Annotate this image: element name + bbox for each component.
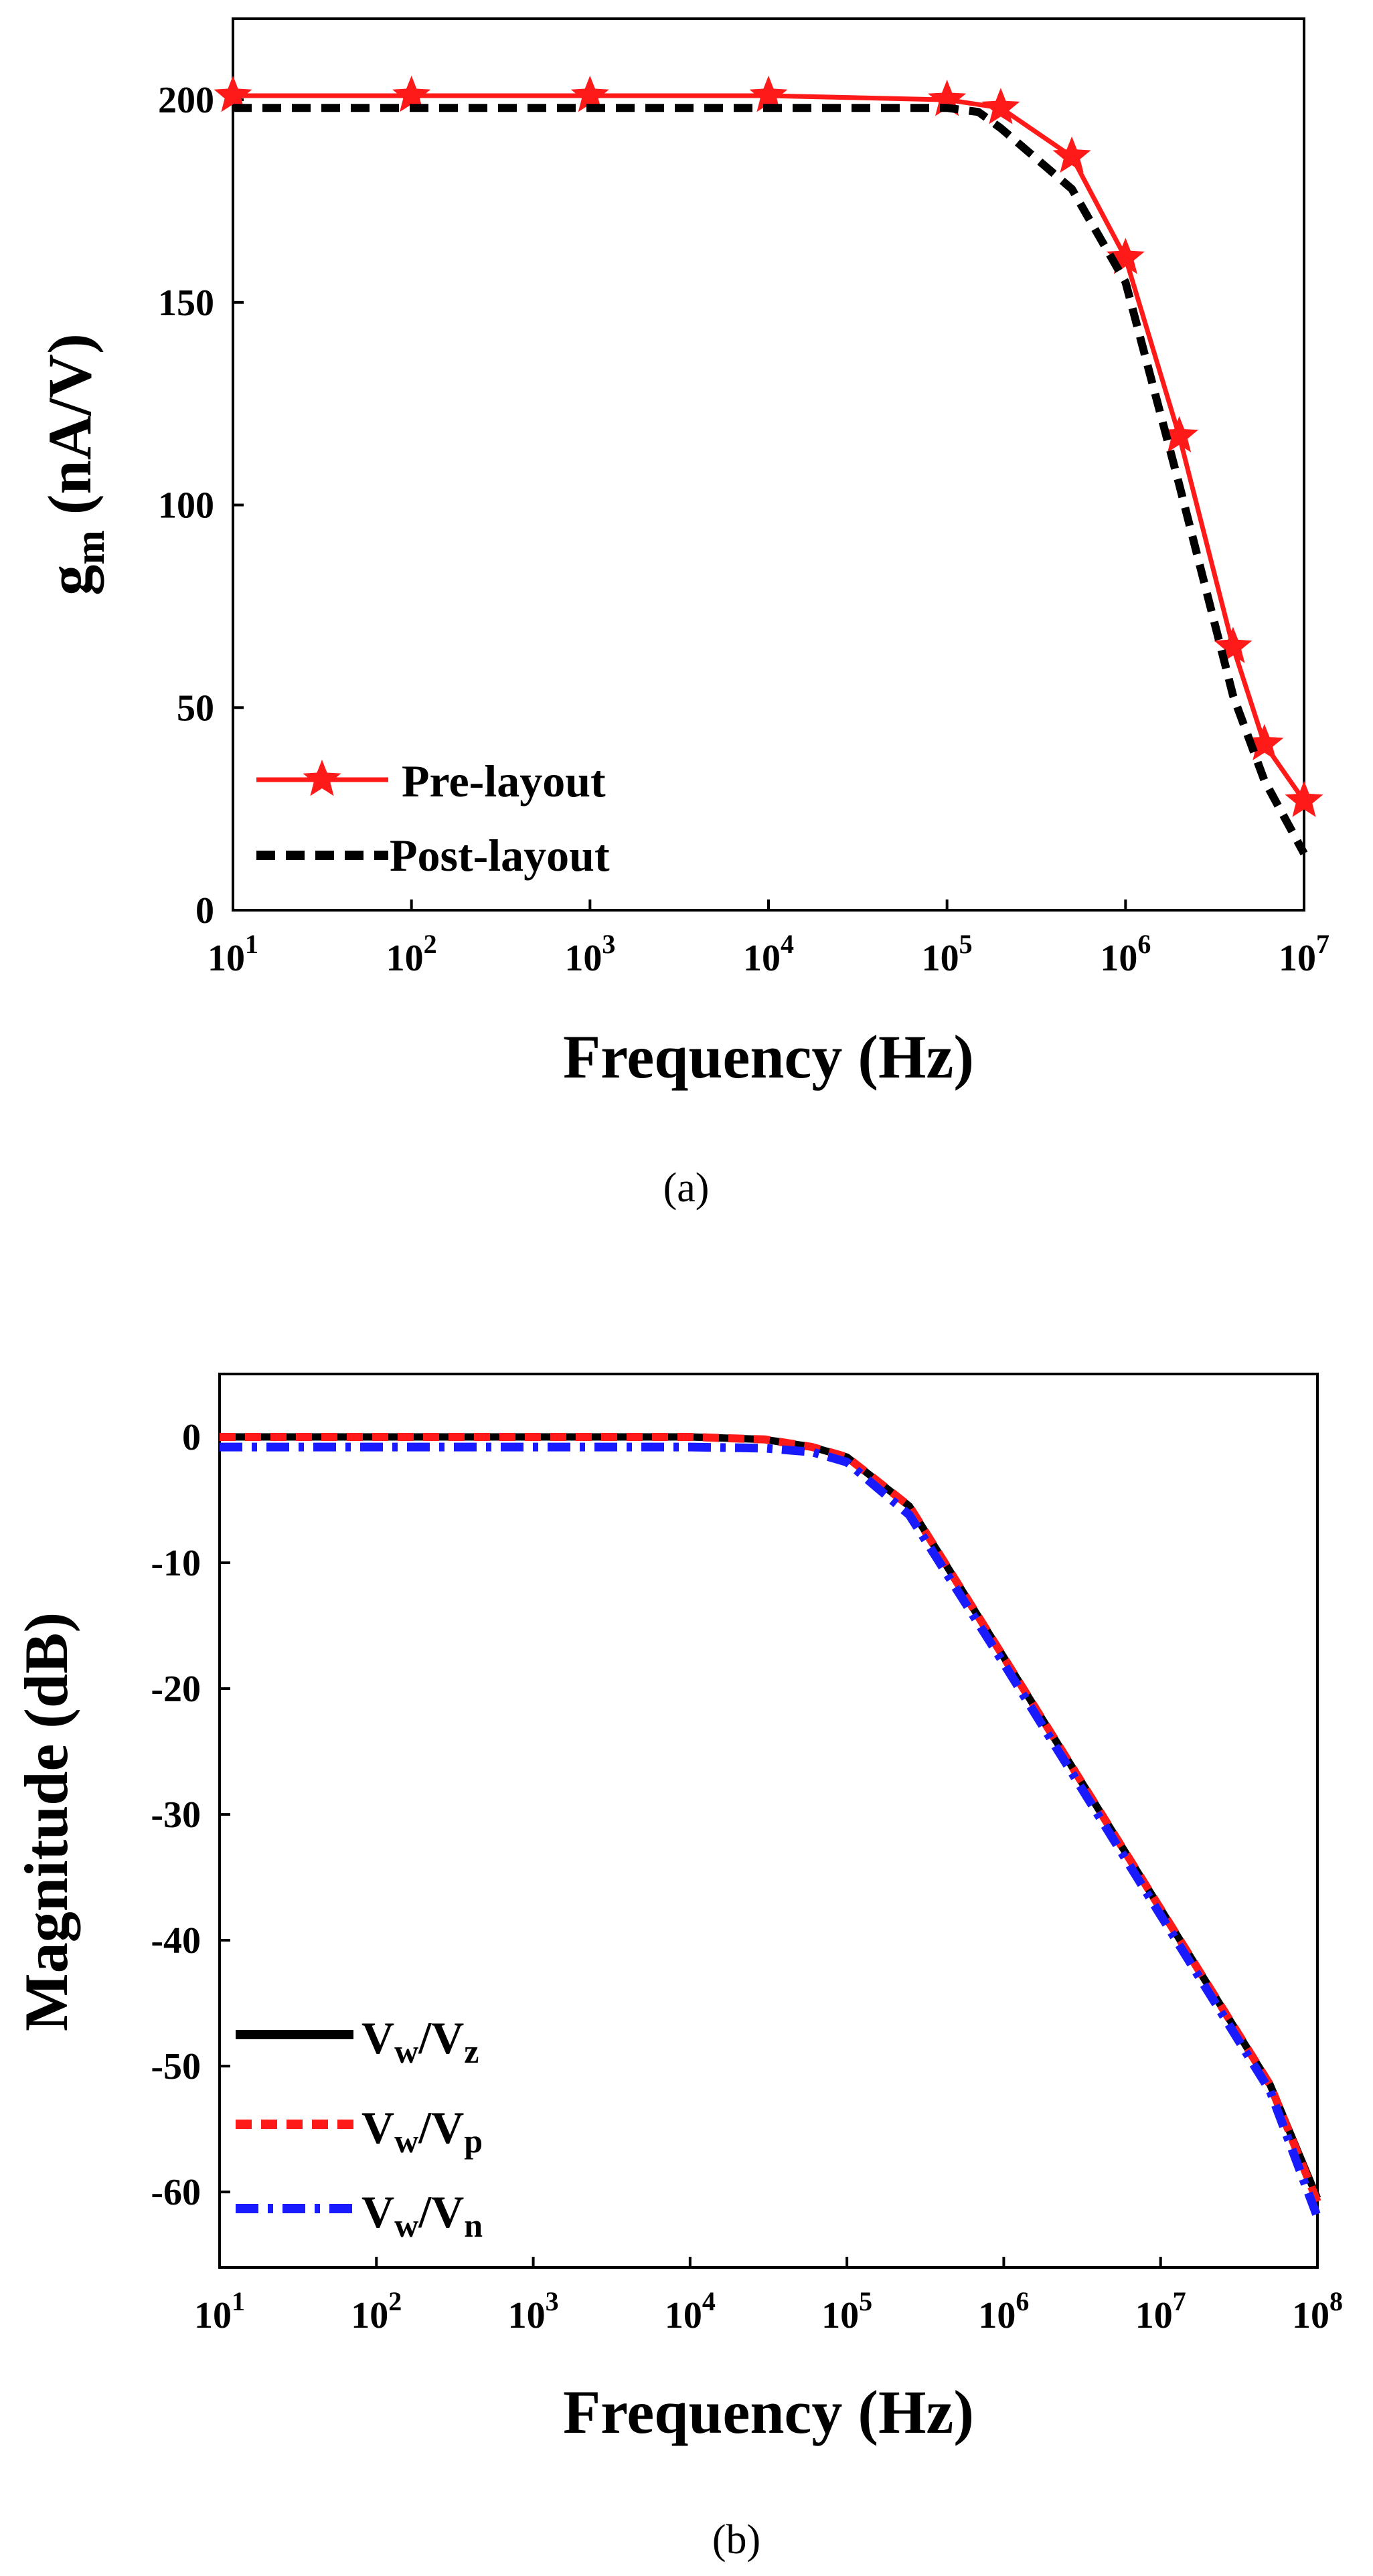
panel-a-series: [214, 76, 1323, 856]
y-tick-label: 0: [195, 890, 214, 932]
panel-a-caption: (a): [663, 1165, 710, 1211]
x-tick-label: 106: [1100, 929, 1151, 979]
y-tick-label: 50: [177, 687, 214, 729]
x-tick-label: 102: [386, 929, 437, 979]
x-tick-label: 107: [1135, 2286, 1186, 2336]
data-point-star: [570, 76, 609, 112]
legend-vw-vn-label: Vw/Vn: [361, 2186, 483, 2244]
panel-a-chart: 0 50 100 150 200 101 102 103 104 105 106 107 gm (n…: [35, 17, 1329, 1211]
y-tick-label: -60: [151, 2172, 201, 2213]
legend-vw-vp-label: Vw/Vp: [361, 2102, 483, 2160]
data-point-star: [1214, 626, 1253, 663]
x-tick-label: 106: [978, 2286, 1029, 2336]
series-line-post-layout: [233, 104, 1308, 856]
x-tick-label: 101: [194, 2286, 245, 2336]
panel-b-x-ticks: 101 102 103 104 105 106 107 108: [194, 2257, 1343, 2336]
y-tick-label: 100: [158, 485, 214, 527]
data-point-star: [1285, 780, 1323, 817]
panel-b-plot-frame: [218, 1373, 1319, 2269]
x-tick-label: 104: [665, 2286, 716, 2336]
series-line-vw-vn: [220, 1442, 1322, 2219]
y-tick-label: 200: [158, 80, 214, 121]
panel-a-plot-frame: [232, 17, 1305, 912]
panel-a-y-ticks: 0 50 100 150 200: [158, 80, 244, 932]
x-tick-label: 105: [922, 929, 973, 979]
data-point-star: [1052, 136, 1091, 173]
y-tick-label: 0: [182, 1417, 201, 1458]
panel-a-x-axis-title: Frequency (Hz): [563, 1023, 974, 1091]
panel-b-y-axis-title: Magnitude (dB): [12, 1612, 80, 2031]
legend-pre-layout-star-marker: [303, 760, 341, 796]
x-tick-label: 103: [564, 929, 615, 979]
panel-b-caption: (b): [712, 2517, 760, 2563]
x-tick-label: 103: [508, 2286, 559, 2336]
x-tick-label: 101: [208, 929, 258, 979]
data-point-star: [928, 80, 967, 116]
legend-pre-layout-label: Pre-layout: [402, 756, 606, 806]
series-line-vw-vz: [220, 1433, 1321, 2200]
data-point-star: [981, 88, 1020, 124]
x-tick-label: 104: [743, 929, 794, 979]
data-point-star: [1106, 238, 1145, 274]
panel-b-series: [220, 1433, 1322, 2219]
panel-a-y-axis-title: gm (nA/V): [35, 333, 113, 596]
series-line-pre-layout: [233, 93, 1306, 802]
panel-b-chart: 0-10-20-30-40-50-60 101 102 103 104 105 106 10…: [12, 1373, 1343, 2563]
y-tick-label: -40: [151, 1920, 201, 1962]
x-tick-label: 108: [1292, 2286, 1343, 2336]
y-tick-label: 150: [158, 282, 214, 324]
x-tick-label: 105: [821, 2286, 872, 2336]
series-line-vw-vp: [220, 1433, 1321, 2204]
y-tick-label: -50: [151, 2046, 201, 2087]
x-tick-label: 107: [1279, 929, 1329, 979]
legend-post-layout-label: Post-layout: [390, 830, 610, 881]
data-point-star: [1160, 416, 1199, 452]
x-tick-label: 102: [351, 2286, 402, 2336]
y-tick-label: -10: [151, 1543, 201, 1584]
panel-b-legend: Vw/Vz Vw/Vp Vw/Vn: [236, 2012, 483, 2244]
y-tick-label: -30: [151, 1794, 201, 1836]
panel-b-y-ticks: 0 -10 -20 -30 -40 -50 -60: [151, 1417, 230, 2213]
legend-vw-vz-label: Vw/Vz: [361, 2012, 479, 2070]
data-point-star: [214, 76, 252, 112]
panel-a-legend: Pre-layout Post-layout: [256, 756, 610, 881]
data-point-star: [749, 76, 788, 112]
y-tick-label: -20: [151, 1668, 201, 1710]
data-point-star: [392, 76, 431, 112]
panel-a-x-ticks: 101 102 103 104 105 106 107: [208, 899, 1329, 979]
data-point-star: [1245, 723, 1284, 760]
panel-b-x-axis-title: Frequency (Hz): [563, 2378, 974, 2446]
